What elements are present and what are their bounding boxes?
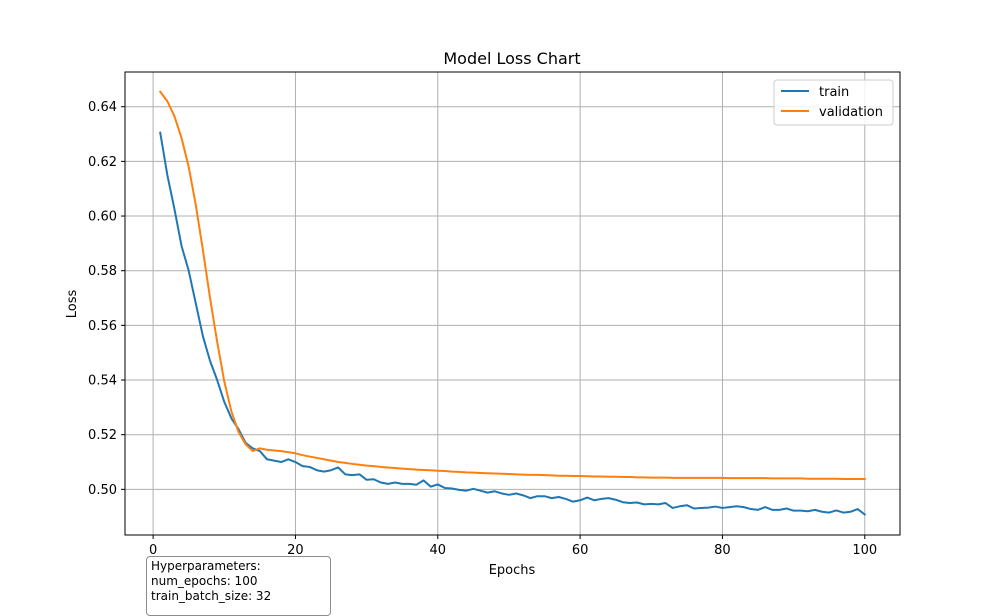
x-axis-label: Epochs — [489, 563, 536, 578]
y-axis: 0.50 0.52 0.54 0.56 0.58 0.60 0.62 0.64 — [88, 100, 125, 498]
hyperparameter-num-epochs: num_epochs: 100 — [151, 574, 258, 588]
loss-chart: Model Loss Chart 0 20 40 60 80 100 0.500.520.… — [65, 49, 901, 578]
legend-label-train: train — [819, 85, 849, 100]
x-tick-label: 100 — [852, 543, 877, 558]
x-axis: 0 20 40 60 80 100 — [149, 535, 877, 558]
x-tick-label: 40 — [430, 543, 447, 558]
series-line-train — [159, 131, 867, 516]
legend: train validation — [773, 79, 894, 126]
x-tick-label: 20 — [287, 543, 304, 558]
hyperparameter-train-batch-size: train_batch_size: 32 — [151, 589, 272, 603]
series-group — [158, 90, 867, 516]
y-tick-label: 0.56 — [88, 319, 117, 334]
y-tick-label: 0.58 — [88, 264, 117, 279]
x-tick-label: 80 — [714, 543, 731, 558]
grid — [125, 72, 900, 535]
series-line-validation — [158, 90, 866, 480]
chart-title: Model Loss Chart — [443, 49, 580, 68]
y-tick-label: 0.62 — [88, 155, 117, 170]
y-tick-label: 0.64 — [88, 100, 117, 115]
x-tick-label: 0 — [149, 543, 157, 558]
x-tick-label: 60 — [572, 543, 589, 558]
hyperparameters-heading: Hyperparameters: — [151, 559, 261, 573]
y-tick-label: 0.60 — [88, 210, 117, 225]
y-tick-label: 0.54 — [88, 374, 117, 389]
y-tick-label: 0.52 — [88, 428, 117, 443]
hyperparameters-box: Hyperparameters: num_epochs: 100 train_b… — [146, 556, 331, 616]
legend-label-validation: validation — [819, 105, 883, 120]
y-tick-label: 0.50 — [88, 483, 117, 498]
plot-frame — [124, 71, 901, 536]
y-axis-label: Loss — [65, 290, 80, 319]
